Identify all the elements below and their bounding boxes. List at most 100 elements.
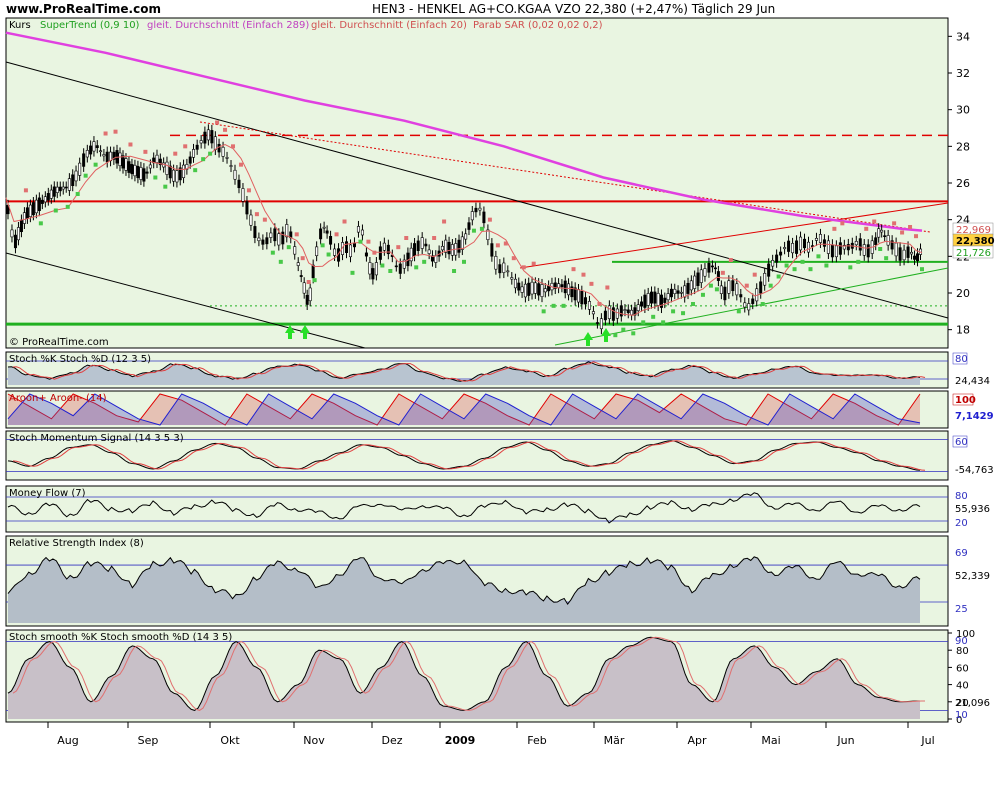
candle-body (185, 164, 189, 170)
candle-body (520, 286, 524, 293)
sar-dot-red (246, 188, 251, 193)
indicator-title-3: Stoch Momentum Signal (14 3 5 3) (9, 433, 184, 444)
candle-body (245, 201, 249, 215)
candle-body (650, 291, 654, 304)
supertrend-dot-green (691, 302, 695, 306)
candle-body (580, 290, 584, 305)
aroon-line-0 (7, 393, 921, 426)
price-title: Kurs (9, 20, 31, 31)
sar-dot-red (223, 127, 228, 132)
sar-dot-red (334, 232, 339, 237)
sar-dot-red (872, 219, 877, 224)
candle-body (305, 294, 309, 305)
candle-body (92, 141, 96, 152)
candle-body (619, 305, 623, 317)
sar-dot-red (728, 258, 733, 262)
candle-body (587, 301, 591, 310)
indicator-title-4: Money Flow (7) (9, 488, 86, 499)
candle-body (611, 307, 615, 321)
candle-body (747, 303, 751, 311)
candlesticks (6, 124, 923, 335)
level-box (952, 435, 968, 448)
candle-body (121, 155, 125, 169)
sar-dot-red (914, 234, 919, 239)
up-arrow-icon (583, 332, 593, 346)
candle-body (206, 129, 210, 141)
indicator-line (7, 636, 921, 711)
candle-body (457, 239, 461, 253)
candle-body (112, 151, 116, 160)
stoch-y-tick-label: 60 (956, 663, 969, 674)
supertrend-dot-green (700, 292, 705, 297)
candle-body (31, 202, 35, 216)
candle-body (16, 227, 20, 241)
supertrend-dot-green (681, 311, 686, 316)
candle-body (136, 165, 140, 179)
candle-body (133, 164, 137, 177)
candle-body (826, 240, 830, 254)
candle-body (447, 241, 451, 255)
site-label[interactable]: www.ProRealTime.com (6, 2, 161, 16)
supertrend-dot-green (479, 226, 484, 231)
candle-body (803, 238, 807, 249)
candle-body (615, 308, 619, 319)
candle-body (502, 262, 506, 273)
supertrend-dot-green (651, 314, 656, 319)
candle-body (880, 229, 884, 233)
panel-background-0 (5, 17, 949, 349)
candle-body (394, 265, 398, 268)
supertrend-dot-green (878, 247, 883, 251)
candle-body (543, 288, 547, 293)
candle-body (145, 171, 149, 174)
aroon-up-value: 100 (955, 395, 976, 406)
candle-body (683, 285, 687, 298)
supertrend-dot-green (760, 302, 765, 306)
candle-body (916, 253, 920, 262)
supertrend-dot-green (380, 263, 385, 268)
candle-body (751, 298, 755, 304)
candle-body (696, 272, 700, 286)
supertrend-dot-green (326, 252, 331, 257)
candle-body (444, 239, 448, 253)
stoch-y-tick-label: 20 (956, 698, 969, 709)
candle-body (49, 189, 53, 199)
candle-body (168, 165, 172, 179)
candle-body (673, 288, 677, 294)
candle-body (322, 226, 326, 229)
supertrend-dot-green (621, 327, 626, 332)
ma289-line (5, 31, 923, 232)
price-y-tick-label: 34 (956, 30, 970, 43)
candle-body (470, 211, 474, 221)
candle-body (779, 251, 783, 256)
level-label: 25 (955, 604, 968, 615)
sar-dot-red (840, 221, 845, 226)
x-axis-label: Apr (687, 734, 707, 747)
candle-body (886, 235, 890, 246)
candle-body (296, 262, 300, 266)
sar-dot-red (113, 129, 118, 134)
candle-body (646, 293, 650, 306)
candle-body (269, 232, 273, 238)
candle-body (71, 174, 75, 187)
indicator-line (7, 361, 921, 382)
candle-body (656, 293, 660, 306)
candle-body (64, 186, 68, 189)
supertrend-dot-green (768, 283, 773, 288)
candle-body (19, 219, 23, 233)
up-arrow-icon (300, 325, 310, 339)
candle-body (308, 287, 312, 302)
price-legend-1: gleit. Durchschnitt (Einfach 289) (147, 20, 309, 31)
level-box (952, 352, 968, 365)
sar-dot-red (254, 212, 259, 217)
sar-dot-red (183, 144, 188, 149)
last-value-label-2: 21,726 (956, 248, 991, 259)
x-axis-label: Sep (138, 734, 159, 747)
candle-body (913, 255, 917, 260)
x-axis-label: Okt (220, 734, 240, 747)
candle-body (273, 228, 277, 242)
sar-dot-red (571, 267, 576, 272)
up-arrow-icon (601, 328, 611, 342)
candle-body (759, 281, 763, 294)
x-axis-label: Feb (527, 734, 546, 747)
candle-body (669, 288, 673, 298)
